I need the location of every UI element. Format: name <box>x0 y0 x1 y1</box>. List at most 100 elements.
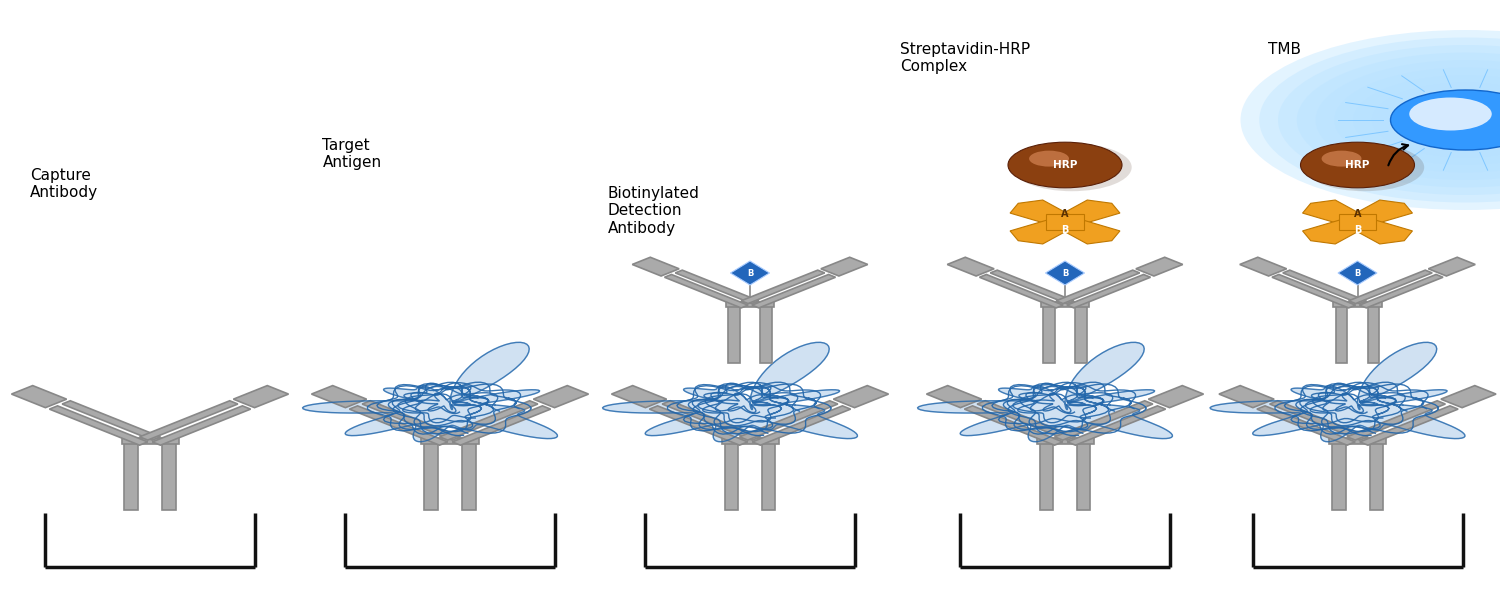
Polygon shape <box>752 274 836 308</box>
Polygon shape <box>1068 406 1166 445</box>
Polygon shape <box>760 304 771 363</box>
Polygon shape <box>234 386 288 407</box>
Polygon shape <box>741 270 825 304</box>
Polygon shape <box>1056 270 1140 304</box>
Circle shape <box>1042 156 1088 174</box>
Circle shape <box>1008 142 1122 188</box>
Polygon shape <box>1329 438 1386 444</box>
Polygon shape <box>1272 274 1356 308</box>
Polygon shape <box>1041 302 1089 307</box>
Polygon shape <box>1149 386 1203 407</box>
Polygon shape <box>762 441 776 510</box>
Polygon shape <box>603 343 858 442</box>
Polygon shape <box>422 438 478 444</box>
Circle shape <box>1017 146 1113 184</box>
Circle shape <box>1260 37 1500 202</box>
Polygon shape <box>424 441 438 510</box>
Polygon shape <box>976 401 1076 440</box>
Polygon shape <box>462 441 476 510</box>
Polygon shape <box>1054 401 1154 440</box>
Polygon shape <box>1336 304 1347 363</box>
Polygon shape <box>124 441 138 510</box>
Polygon shape <box>1370 441 1383 510</box>
Circle shape <box>1410 97 1491 130</box>
Polygon shape <box>1076 304 1086 363</box>
Polygon shape <box>153 406 251 445</box>
Circle shape <box>1316 60 1500 180</box>
Polygon shape <box>140 401 238 440</box>
Circle shape <box>1013 143 1131 191</box>
Polygon shape <box>722 438 778 444</box>
Polygon shape <box>633 257 680 276</box>
Circle shape <box>1240 30 1500 210</box>
Polygon shape <box>62 401 160 440</box>
Circle shape <box>1296 52 1500 187</box>
Polygon shape <box>1428 257 1474 276</box>
Polygon shape <box>729 304 740 363</box>
Circle shape <box>1390 90 1500 150</box>
Polygon shape <box>724 441 738 510</box>
Polygon shape <box>964 406 1062 445</box>
Polygon shape <box>1302 218 1368 244</box>
Text: TMB: TMB <box>1268 42 1300 57</box>
Polygon shape <box>122 438 178 444</box>
Polygon shape <box>650 406 747 445</box>
Polygon shape <box>980 274 1064 308</box>
Polygon shape <box>1010 218 1076 244</box>
Polygon shape <box>303 343 558 442</box>
Text: Streptavidin-HRP
Complex: Streptavidin-HRP Complex <box>900 42 1030 74</box>
Polygon shape <box>453 406 550 445</box>
Polygon shape <box>1442 386 1496 407</box>
Circle shape <box>1029 151 1069 167</box>
Circle shape <box>1300 142 1414 188</box>
Polygon shape <box>1302 200 1368 226</box>
Circle shape <box>1322 151 1362 167</box>
Polygon shape <box>990 270 1074 304</box>
Polygon shape <box>1046 214 1084 230</box>
Polygon shape <box>1220 386 1274 407</box>
Polygon shape <box>1334 302 1382 307</box>
Polygon shape <box>675 270 759 304</box>
Polygon shape <box>1347 218 1413 244</box>
Polygon shape <box>1040 441 1053 510</box>
Circle shape <box>1353 75 1500 165</box>
Polygon shape <box>1338 261 1377 285</box>
Polygon shape <box>1282 270 1366 304</box>
Circle shape <box>1335 156 1380 174</box>
Text: B: B <box>1062 269 1068 277</box>
Circle shape <box>1305 143 1424 191</box>
Polygon shape <box>753 406 850 445</box>
Polygon shape <box>12 386 66 407</box>
Polygon shape <box>1360 406 1458 445</box>
Polygon shape <box>730 261 770 285</box>
Circle shape <box>1278 45 1500 195</box>
Polygon shape <box>1010 200 1076 226</box>
Polygon shape <box>726 302 774 307</box>
Text: B: B <box>1354 224 1360 235</box>
Polygon shape <box>1347 401 1446 440</box>
Polygon shape <box>362 401 460 440</box>
Polygon shape <box>1348 270 1432 304</box>
Circle shape <box>1335 67 1500 173</box>
Polygon shape <box>1054 218 1120 244</box>
Text: Capture
Antibody: Capture Antibody <box>30 168 98 200</box>
Polygon shape <box>1269 401 1368 440</box>
Polygon shape <box>1046 261 1084 285</box>
Text: B: B <box>1354 269 1360 277</box>
Polygon shape <box>1210 343 1466 442</box>
Polygon shape <box>834 386 888 407</box>
Text: HRP: HRP <box>1346 160 1370 170</box>
Polygon shape <box>162 441 176 510</box>
Polygon shape <box>1077 441 1090 510</box>
Polygon shape <box>1338 214 1377 230</box>
Text: B: B <box>1062 224 1068 235</box>
Text: Target
Antigen: Target Antigen <box>322 138 381 170</box>
Polygon shape <box>1036 438 1094 444</box>
Polygon shape <box>350 406 447 445</box>
Polygon shape <box>918 343 1173 442</box>
Polygon shape <box>612 386 666 407</box>
Polygon shape <box>662 401 760 440</box>
Text: A: A <box>1353 209 1362 220</box>
Text: Biotinylated
Detection
Antibody: Biotinylated Detection Antibody <box>608 186 699 236</box>
Circle shape <box>1028 150 1102 180</box>
